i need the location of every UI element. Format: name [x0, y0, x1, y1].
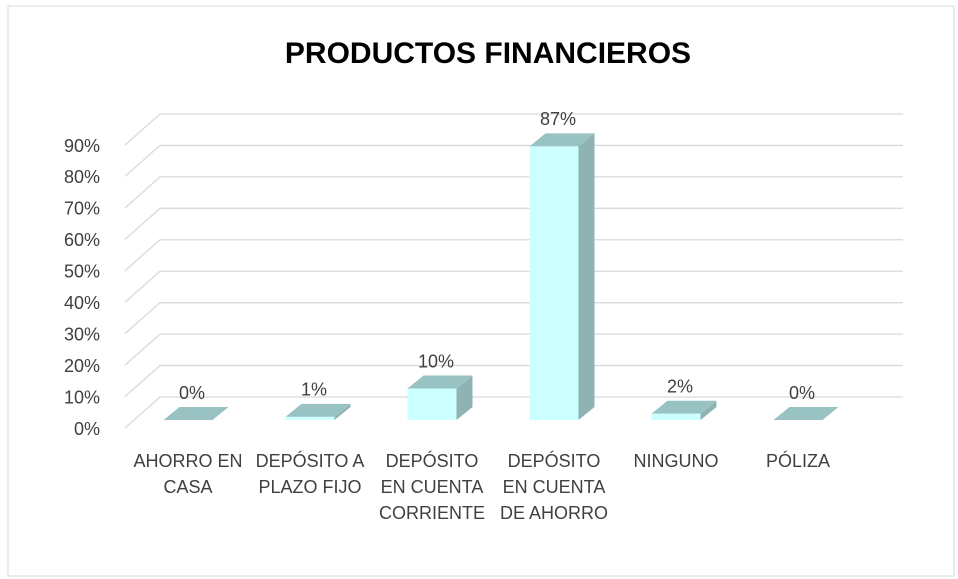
value-label: 1%	[301, 380, 327, 400]
grid-line	[124, 364, 903, 398]
y-tick-label: 20%	[64, 356, 100, 376]
grid-line	[124, 113, 903, 146]
grid-line	[124, 207, 903, 240]
value-label: 0%	[179, 383, 205, 403]
bar-top	[529, 133, 595, 147]
grid-line	[124, 239, 903, 272]
chart-title: PRODUCTOS FINANCIEROS	[285, 37, 691, 70]
x-tick-label: DEPÓSITO EN CUENTA DE AHORRO	[499, 451, 609, 523]
chart-border	[7, 5, 955, 577]
bar-top	[407, 375, 473, 389]
bar	[651, 413, 701, 420]
y-tick-label: 70%	[64, 199, 100, 219]
bar-top	[163, 407, 229, 420]
x-tick-label: PÓLIZA	[765, 451, 831, 471]
bar-side	[700, 400, 717, 420]
y-tick-label: 40%	[64, 293, 100, 313]
y-tick-label: 80%	[64, 167, 100, 187]
grid-line	[124, 396, 903, 429]
value-label: 0%	[789, 383, 815, 403]
bar	[407, 388, 457, 420]
bar	[529, 146, 579, 420]
x-tick-label: AHORRO EN CASA	[133, 451, 243, 497]
bar-side	[456, 375, 473, 420]
value-label: 87%	[540, 109, 576, 129]
bar-top	[285, 403, 351, 417]
grid-line	[124, 333, 903, 366]
x-tick-label: DEPÓSITO A PLAZO FIJO	[255, 451, 365, 497]
y-tick-label: 90%	[64, 136, 100, 156]
grid-line	[124, 176, 903, 209]
y-tick-label: 30%	[64, 324, 100, 344]
bar-side	[334, 403, 351, 420]
x-tick-label: DEPÓSITO EN CUENTA CORRIENTE	[378, 451, 485, 523]
y-tick-label: 10%	[64, 387, 100, 407]
value-label: 10%	[418, 351, 454, 371]
bar-side	[578, 133, 595, 420]
bar	[285, 416, 335, 420]
grid-line	[124, 144, 903, 177]
grid-line	[124, 270, 903, 303]
y-tick-label: 60%	[64, 230, 100, 250]
y-tick-label: 0%	[74, 419, 100, 439]
bar-top	[651, 400, 717, 414]
y-tick-label: 50%	[64, 262, 100, 282]
value-label: 2%	[667, 376, 693, 396]
grid-line	[124, 302, 903, 335]
bar-top	[773, 407, 839, 420]
x-tick-label: NINGUNO	[633, 451, 719, 471]
